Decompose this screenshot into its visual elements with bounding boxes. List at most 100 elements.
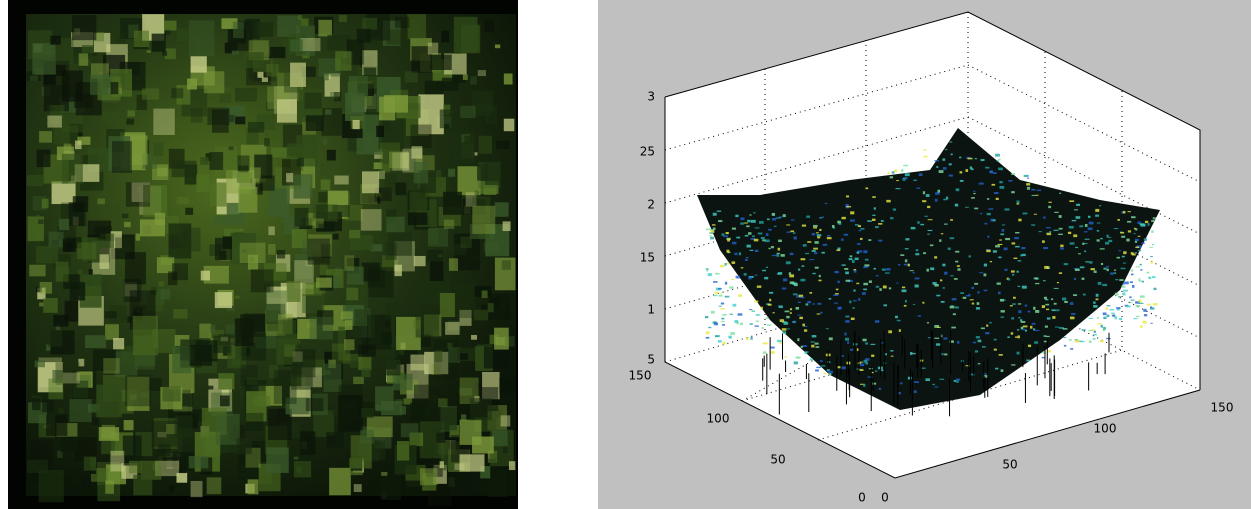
surface-speck bbox=[854, 257, 859, 261]
surface-speck bbox=[863, 288, 867, 291]
photo-patch bbox=[32, 398, 41, 411]
surface-speck bbox=[1135, 304, 1141, 308]
surface-speck bbox=[1058, 272, 1063, 275]
surface-speck bbox=[705, 336, 710, 339]
photo-patch bbox=[164, 27, 171, 35]
surface-speck bbox=[1095, 298, 1099, 301]
surface-speck bbox=[1010, 332, 1014, 335]
photo-patch bbox=[250, 269, 274, 293]
photo-patch bbox=[320, 179, 331, 191]
surface-speck bbox=[816, 313, 821, 315]
photo-patch bbox=[30, 440, 53, 465]
surface-speck bbox=[954, 203, 959, 207]
surface-speck bbox=[949, 340, 954, 343]
photo-patch bbox=[122, 435, 142, 466]
photo-patch bbox=[448, 347, 460, 363]
surface-speck bbox=[1033, 328, 1036, 331]
surface-speck bbox=[841, 264, 846, 266]
photo-patch bbox=[228, 146, 234, 151]
photo-patch bbox=[92, 417, 102, 426]
surface-speck bbox=[1002, 299, 1006, 301]
photo-patch bbox=[102, 111, 120, 124]
surface-speck bbox=[998, 354, 1003, 356]
photo-patch bbox=[381, 332, 392, 345]
surface-speck bbox=[929, 244, 934, 247]
surface-speck bbox=[718, 305, 722, 307]
photo-patch bbox=[477, 164, 488, 181]
surface-speck bbox=[925, 378, 930, 382]
surface-speck bbox=[776, 253, 780, 257]
photo-patch bbox=[305, 212, 316, 226]
surface-speck bbox=[705, 331, 710, 335]
photo-patch bbox=[429, 387, 440, 395]
surface-speck bbox=[862, 292, 866, 295]
surface-speck bbox=[710, 236, 714, 240]
surface-speck bbox=[881, 268, 886, 271]
photo-patch bbox=[97, 198, 105, 205]
photo-patch bbox=[212, 109, 229, 133]
photo-patch bbox=[77, 242, 97, 260]
surface-speck bbox=[834, 302, 838, 304]
photo-patch bbox=[124, 221, 131, 228]
surface-speck bbox=[810, 341, 815, 343]
photo-patch bbox=[286, 281, 301, 303]
surface-speck bbox=[828, 337, 833, 341]
surface-speck bbox=[984, 222, 988, 225]
surface-speck bbox=[845, 195, 850, 198]
surface-speck bbox=[817, 302, 822, 305]
surface-speck bbox=[986, 324, 989, 327]
photo-patch bbox=[93, 32, 111, 53]
surface-speck bbox=[724, 262, 727, 266]
photo-patch bbox=[55, 362, 80, 385]
surface-speck bbox=[986, 212, 991, 216]
surface-speck bbox=[708, 235, 713, 237]
surface-speck bbox=[734, 252, 738, 256]
photo-patch bbox=[190, 56, 207, 73]
surface-speck bbox=[1033, 306, 1036, 310]
photo-patch bbox=[185, 207, 194, 215]
photo-patch bbox=[448, 258, 458, 271]
photo-patch bbox=[464, 135, 475, 144]
surface-speck bbox=[914, 284, 919, 288]
photo-patch bbox=[104, 203, 120, 217]
surface-speck bbox=[1038, 231, 1042, 233]
surface-speck bbox=[828, 373, 832, 376]
surface-speck bbox=[857, 250, 863, 253]
photo-patch bbox=[318, 58, 341, 77]
photo-patch bbox=[292, 351, 303, 362]
surface-speck bbox=[1138, 278, 1141, 282]
surface-speck bbox=[944, 353, 948, 356]
surface-speck bbox=[834, 293, 839, 295]
photo-patch bbox=[412, 320, 421, 330]
surface-speck bbox=[903, 304, 907, 307]
surface-speck bbox=[800, 296, 805, 299]
surface-speck bbox=[1088, 317, 1094, 319]
surface-speck bbox=[982, 346, 986, 348]
photo-patch bbox=[327, 34, 351, 50]
photo-patch bbox=[205, 153, 212, 161]
surface-speck bbox=[995, 245, 1000, 248]
surface-speck bbox=[744, 259, 748, 261]
surface-speck bbox=[1127, 211, 1131, 213]
surface-speck bbox=[1136, 315, 1140, 318]
surface-speck bbox=[816, 234, 822, 237]
surface-speck bbox=[740, 267, 744, 269]
surface-speck bbox=[767, 303, 772, 306]
photo-patch bbox=[285, 397, 310, 415]
surface-speck bbox=[800, 278, 806, 282]
photo-patch bbox=[63, 242, 72, 252]
surface-speck bbox=[837, 366, 842, 369]
surface-speck bbox=[814, 241, 819, 244]
surface-speck bbox=[768, 247, 771, 250]
surface-speck bbox=[905, 238, 910, 241]
photo-patch bbox=[430, 54, 452, 70]
surface-speck bbox=[707, 273, 712, 277]
photo-patch bbox=[72, 196, 89, 212]
surface-speck bbox=[1135, 266, 1141, 268]
surface-speck bbox=[1064, 300, 1068, 304]
photo-patch bbox=[218, 334, 237, 346]
surface-speck bbox=[1074, 268, 1079, 270]
surface-speck bbox=[1084, 238, 1090, 240]
photo-patch bbox=[293, 461, 312, 478]
surface-speck bbox=[922, 191, 926, 195]
